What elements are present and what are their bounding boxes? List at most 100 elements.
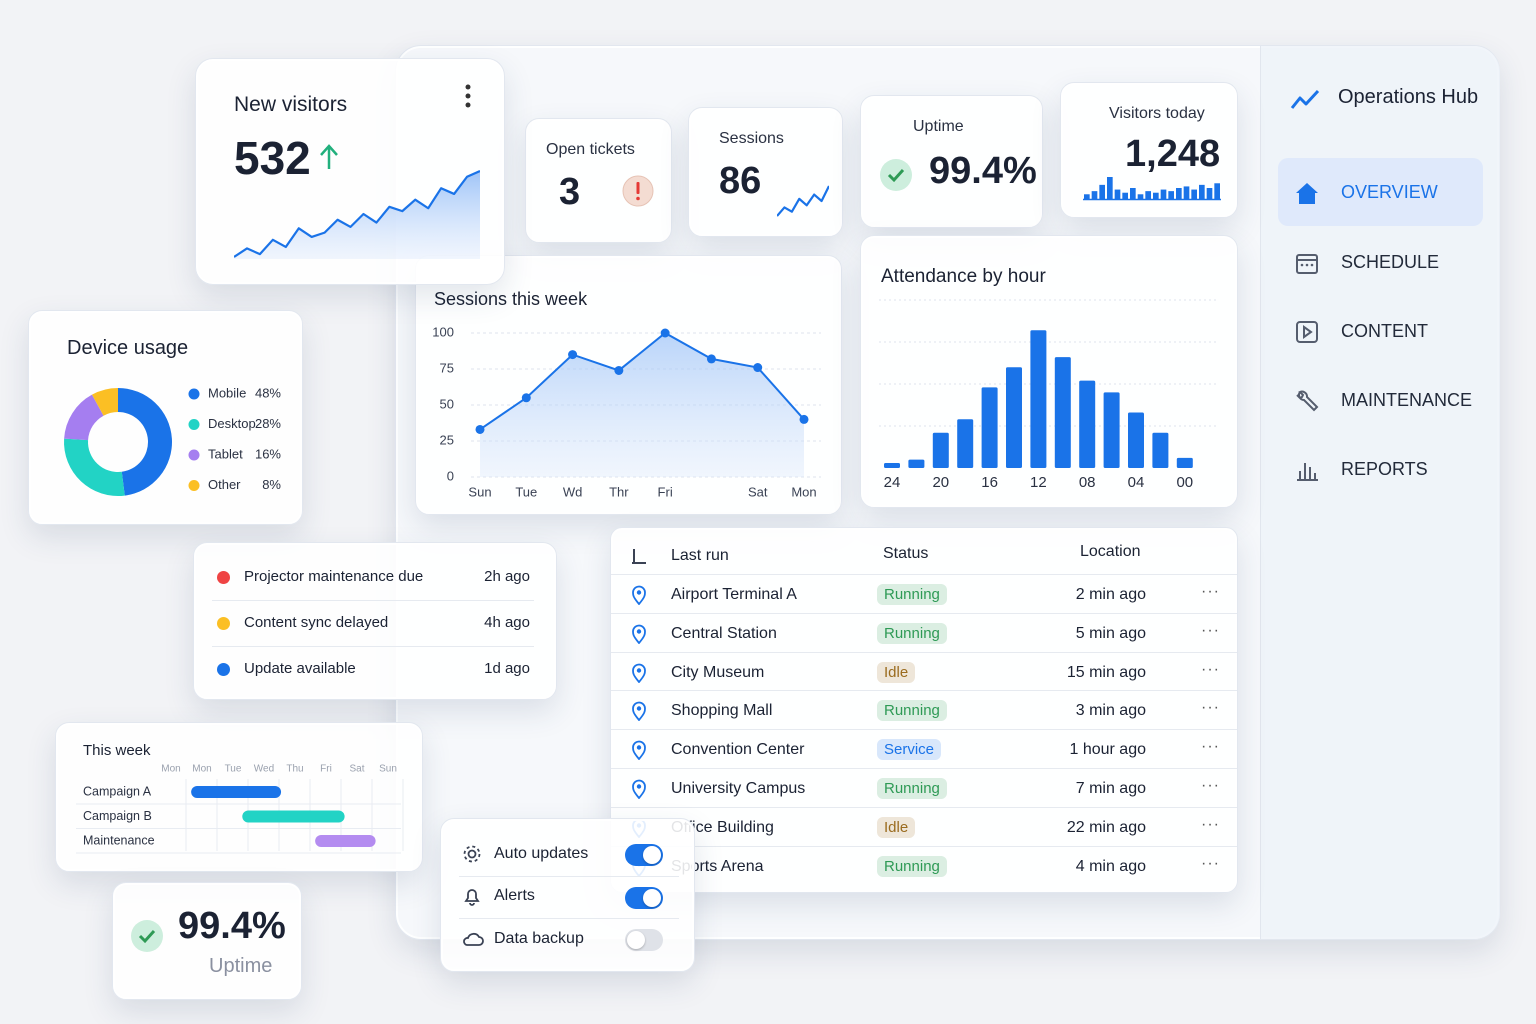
alert-time: 2h ago	[484, 568, 530, 585]
kpi-card: Open tickets 3	[525, 118, 672, 243]
day-label: Sat	[349, 764, 364, 775]
status-badge: Running	[877, 855, 947, 877]
location-icon	[632, 585, 646, 605]
row-menu[interactable]: ···	[1201, 854, 1220, 872]
y-tick-label: 0	[447, 468, 454, 483]
pin	[632, 779, 646, 799]
mini-bar	[1168, 191, 1174, 199]
bar	[981, 387, 998, 468]
bar	[932, 432, 949, 468]
chart-card: Attendance by hour 24 20 16 12 08 04 00	[860, 235, 1238, 508]
point	[706, 354, 716, 364]
sparkline-line	[234, 169, 480, 258]
mini-bar	[1145, 191, 1151, 199]
row-menu[interactable]: ···	[1201, 699, 1220, 717]
x-tick-label: Tue	[515, 484, 537, 499]
divider	[611, 651, 1237, 653]
y-tick-label: 75	[440, 360, 454, 375]
line-chart: 0 25 50 75 100 Sun Tue Wd Thr Fri Sat Mon	[432, 324, 821, 499]
day-label: Thu	[286, 764, 303, 775]
day-label: Wed	[254, 764, 274, 775]
nav-item[interactable]: MAINTENANCE	[1278, 366, 1483, 434]
bar	[1128, 412, 1144, 468]
location-icon	[632, 740, 646, 761]
row-name: Central Station	[671, 624, 777, 642]
alert-dot	[217, 617, 230, 630]
mini-bar	[1084, 194, 1090, 199]
row-menu[interactable]: ···	[1201, 621, 1220, 639]
nav-label: MAINTENANCE	[1341, 390, 1473, 410]
x-tick-label: 20	[932, 474, 949, 491]
nav-label: CONTENT	[1341, 321, 1428, 341]
task-label: Campaign B	[83, 809, 152, 823]
nav-item[interactable]: CONTENT	[1278, 297, 1483, 365]
nav-item[interactable]: OVERVIEW	[1278, 158, 1483, 226]
row-menu[interactable]: ···	[1201, 738, 1220, 756]
donut-segment	[64, 394, 104, 441]
sparkline-area	[234, 171, 480, 259]
row-menu[interactable]: ···	[1201, 777, 1220, 794]
pin-dot	[636, 706, 642, 712]
bar	[1030, 330, 1047, 468]
kpi-label: Open tickets	[546, 141, 635, 158]
menu-icon[interactable]	[464, 83, 472, 111]
task-bar	[191, 786, 282, 798]
divider	[611, 574, 1237, 575]
toggle[interactable]	[625, 844, 663, 866]
row-menu[interactable]: ···	[1201, 583, 1220, 600]
donut-chart: Mobile 48% Desktop 28% Tablet 16% Other 8%	[63, 385, 281, 496]
bell-icon	[464, 889, 480, 906]
pin-dot	[636, 590, 642, 595]
legend-value: 8%	[262, 477, 281, 492]
row-menu[interactable]: ···	[1201, 815, 1220, 833]
bar	[884, 462, 900, 468]
legend-dot	[188, 449, 200, 461]
row-time: 4 min ago	[1075, 857, 1146, 875]
day-label: Mon	[161, 764, 180, 775]
mini-bar	[1122, 192, 1128, 199]
toggle[interactable]	[625, 886, 663, 909]
x-tick-label: Sun	[468, 484, 491, 499]
alerts-card: Projector maintenance due 2h ago Content s…	[193, 542, 557, 700]
row-time: 3 min ago	[1075, 702, 1146, 720]
uptime-label: Uptime	[209, 955, 273, 977]
uptime-value: 99.4%	[178, 905, 286, 947]
point	[568, 350, 578, 360]
x-tick-label: 24	[884, 474, 901, 491]
row-time: 7 min ago	[1075, 780, 1146, 797]
alert-time: 4h ago	[484, 614, 530, 631]
x-tick-label: 12	[1030, 474, 1047, 491]
nav-item[interactable]: SCHEDULE	[1278, 228, 1483, 296]
divider	[212, 646, 534, 647]
mini-bar	[1206, 188, 1213, 199]
status-badge: Running	[877, 622, 947, 644]
location-icon	[632, 663, 646, 683]
gantt-chart: Mon Mon Tue Wed Thu Fri Sat Sun Campaign A Campai…	[76, 764, 404, 854]
chart-card: Sessions this week 0 25 50 75 100 Sun Tue Wd Thr…	[415, 255, 842, 515]
bar	[1152, 432, 1169, 468]
task-label: Maintenance	[83, 833, 155, 847]
status-badge: Running	[877, 584, 947, 605]
mini-bar	[1214, 183, 1220, 199]
kpi-card: Sessions 86	[688, 107, 843, 237]
status-badge: Idle	[877, 661, 916, 683]
toggle[interactable]	[625, 929, 663, 951]
status-badge: Running	[877, 700, 947, 722]
x-tick-label: 04	[1128, 474, 1145, 491]
donut-segment	[118, 388, 172, 496]
day-label: Sun	[379, 764, 397, 775]
bar	[957, 419, 974, 468]
row-menu[interactable]: ···	[1201, 660, 1220, 678]
alert-dot	[217, 663, 230, 676]
donut-segment	[91, 388, 118, 416]
row-name: Airport Terminal A	[671, 586, 797, 603]
row-name: University Campus	[671, 780, 806, 797]
divider	[611, 806, 1237, 808]
location-icon	[632, 702, 646, 722]
point	[799, 414, 809, 424]
card-title: This week	[83, 742, 151, 759]
status-badge: Idle	[877, 816, 916, 838]
nav-item[interactable]: REPORTS	[1278, 435, 1483, 503]
mini-bar	[1176, 188, 1182, 199]
legend-value: 28%	[255, 416, 281, 431]
